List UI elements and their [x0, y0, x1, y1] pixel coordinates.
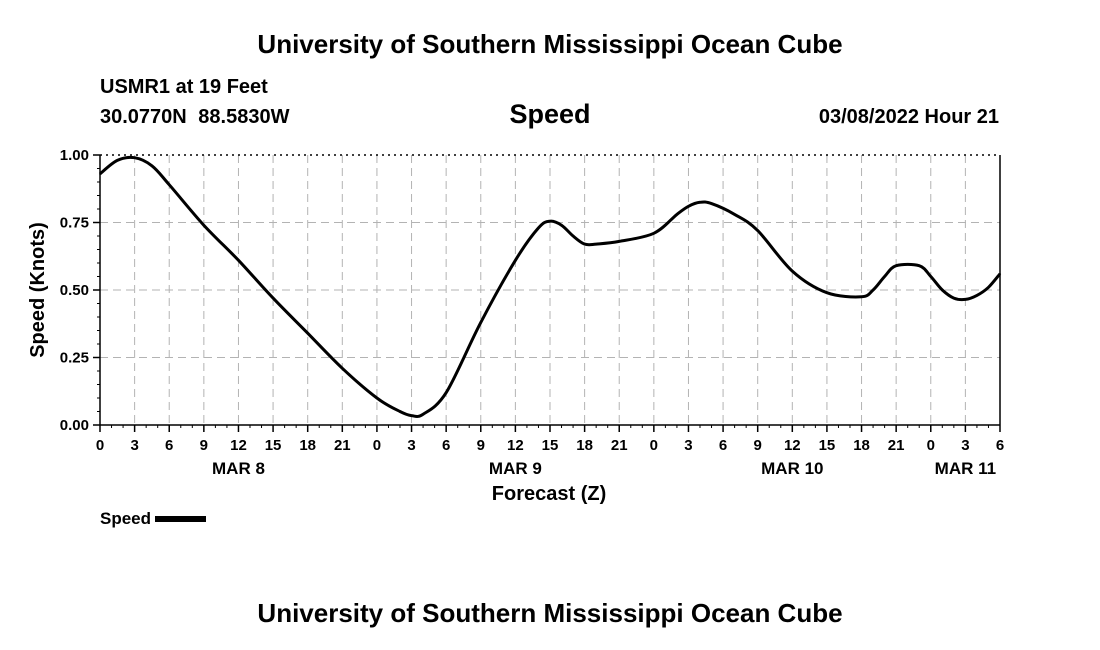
station-coordinates: 30.0770N 88.5830W [100, 106, 290, 128]
data-point [687, 205, 690, 208]
data-point [883, 275, 886, 278]
data-point [306, 332, 309, 335]
data-point [699, 201, 701, 204]
date-label: MAR 11 [935, 459, 996, 478]
legend: Speed [100, 509, 207, 529]
data-point [976, 294, 978, 297]
x-tick-label: 3 [961, 437, 969, 454]
forecast-datetime: 03/08/2022 Hour 21 [818, 106, 999, 128]
x-tick-label: 15 [265, 437, 282, 454]
data-point [203, 224, 205, 226]
x-axis-ticks: 0 3 6 9 12 15 18 21 0 3 6 9 12 15 18 21 0 3 6 9 12 15 18 21 0 3 6 [96, 425, 1004, 454]
x-tick-label: 12 [230, 437, 247, 454]
data-point [930, 275, 932, 278]
data-point [964, 298, 967, 301]
data-point [653, 232, 655, 235]
y-tick-label: 0.75 [60, 215, 89, 232]
data-point [410, 414, 413, 417]
data-point [133, 156, 136, 159]
data-point [918, 264, 920, 267]
grid-lines [100, 155, 1000, 425]
x-tick-label: 21 [888, 437, 905, 454]
x-tick-label: 6 [442, 437, 450, 454]
x-tick-label: 6 [996, 437, 1004, 454]
x-tick-label: 3 [407, 437, 415, 454]
data-point [480, 321, 482, 324]
x-tick-label: 9 [754, 437, 762, 454]
x-tick-label: 0 [927, 437, 935, 454]
data-point [560, 224, 563, 226]
data-point [168, 183, 170, 186]
data-point [872, 289, 874, 291]
x-tick-label: 21 [611, 437, 628, 454]
station-label: USMR1 at 19 Feet [100, 76, 268, 98]
x-tick-label: 0 [96, 437, 104, 454]
data-point [151, 165, 153, 167]
y-tick-label: 1.00 [60, 147, 89, 164]
data-point [116, 159, 119, 162]
y-tick-label: 0.25 [60, 350, 89, 367]
data-point [860, 296, 863, 298]
variable-title: Speed [509, 99, 591, 129]
data-point [953, 297, 955, 299]
legend-label: Speed [100, 509, 152, 528]
x-tick-label: 18 [853, 437, 870, 454]
x-tick-label: 0 [373, 437, 381, 454]
data-point [676, 213, 678, 216]
data-point [733, 213, 736, 216]
data-point [583, 243, 586, 245]
data-point [99, 173, 101, 175]
data-point [514, 259, 517, 262]
data-point [376, 397, 378, 399]
x-tick-label: 18 [299, 437, 316, 454]
data-point [537, 227, 540, 229]
x-tick-label: 12 [507, 437, 524, 454]
data-point [895, 264, 897, 267]
y-axis-label: Speed (Knots) [27, 222, 49, 358]
data-point [445, 391, 448, 394]
x-tick-label: 6 [719, 437, 727, 454]
x-tick-label: 9 [477, 437, 485, 454]
x-tick-label: 12 [784, 437, 801, 454]
data-point [237, 259, 240, 262]
data-point [756, 229, 759, 232]
data-point [341, 367, 344, 370]
chart-title: University of Southern Mississippi Ocean… [257, 29, 843, 59]
data-point [618, 240, 620, 243]
data-point [572, 235, 574, 237]
data-point [999, 273, 1001, 275]
x-tick-label: 3 [130, 437, 138, 454]
x-tick-label: 0 [650, 437, 658, 454]
x-tick-label: 6 [165, 437, 173, 454]
y-axis-ticks: 0.00 0.25 0.50 0.75 1.00 [60, 147, 100, 434]
data-point [710, 202, 713, 205]
date-label: MAR 8 [212, 459, 265, 478]
data-point [941, 289, 944, 291]
footer-title: University of Southern Mississippi Ocean… [257, 598, 843, 628]
data-point [791, 270, 794, 272]
y-tick-label: 0.00 [60, 417, 89, 434]
x-tick-label: 15 [819, 437, 836, 454]
x-tick-label: 18 [576, 437, 593, 454]
x-tick-label: 21 [334, 437, 351, 454]
date-label: MAR 9 [489, 459, 542, 478]
data-point [422, 413, 424, 416]
series-group [99, 155, 1002, 418]
data-point [272, 297, 274, 299]
y-tick-label: 0.50 [60, 282, 89, 299]
data-point [826, 291, 828, 294]
date-label: MAR 10 [761, 459, 823, 478]
x-axis-label: Forecast (Z) [492, 483, 606, 505]
data-point [987, 286, 990, 289]
data-point [399, 410, 401, 413]
x-tick-label: 15 [542, 437, 559, 454]
x-tick-label: 9 [200, 437, 208, 454]
legend-swatch [155, 516, 207, 522]
date-labels: MAR 8 MAR 9 MAR 10 MAR 11 [212, 459, 996, 478]
data-point [595, 243, 597, 245]
x-tick-label: 3 [684, 437, 692, 454]
data-point [549, 220, 551, 222]
